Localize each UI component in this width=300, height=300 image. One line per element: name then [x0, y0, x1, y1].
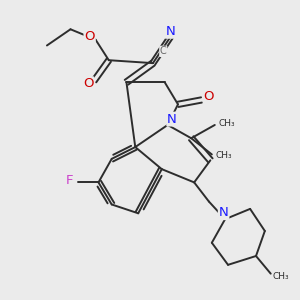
Text: N: N: [219, 206, 229, 219]
Text: N: N: [166, 25, 176, 38]
Text: N: N: [167, 112, 177, 126]
Text: F: F: [66, 174, 74, 188]
Text: CH₃: CH₃: [273, 272, 289, 281]
Text: CH₃: CH₃: [216, 152, 232, 160]
Text: O: O: [83, 77, 93, 90]
Text: C: C: [160, 46, 166, 56]
Text: O: O: [84, 30, 95, 43]
Text: CH₃: CH₃: [219, 119, 236, 128]
Text: O: O: [204, 91, 214, 103]
